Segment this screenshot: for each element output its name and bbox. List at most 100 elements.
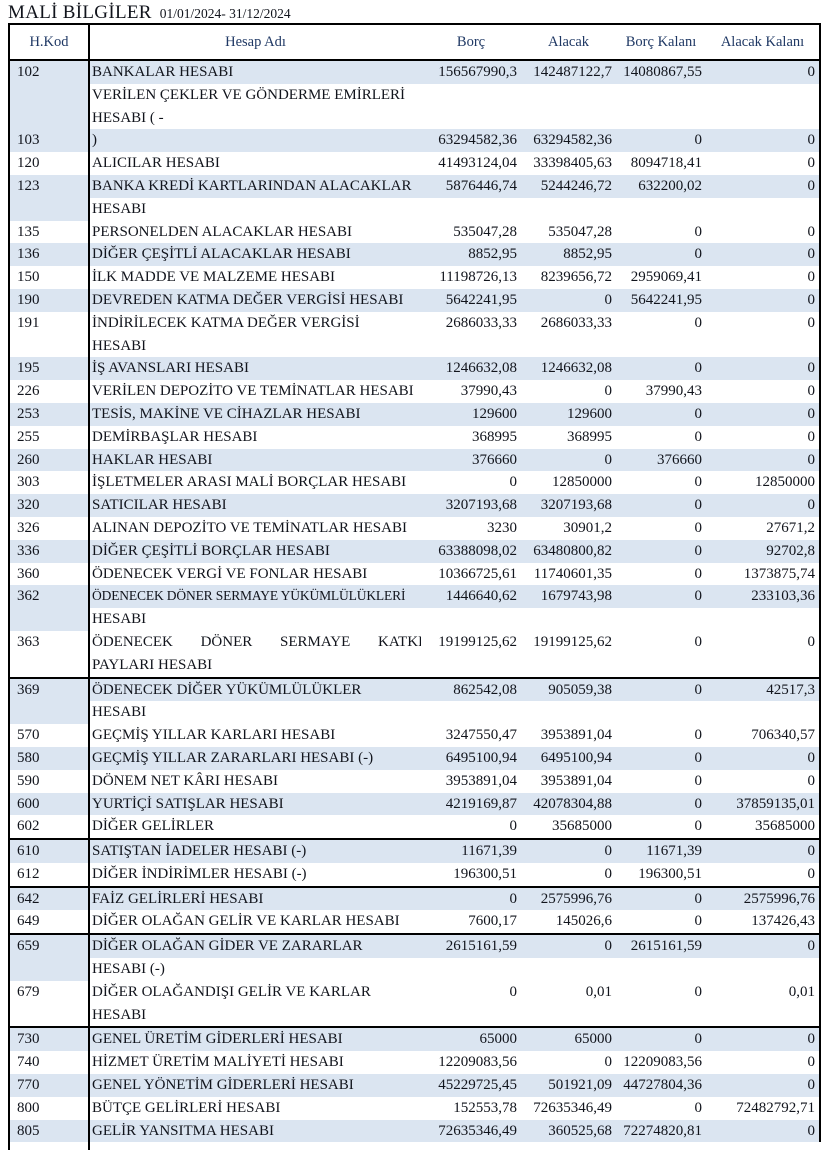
- cell-borc-kalani: 196300,51: [616, 862, 706, 887]
- table-row: 136 DİĞER ÇEŞİTLİ ALACAKLAR HESABI 8852,95…: [8, 243, 821, 267]
- cell-alacak-kalani: [706, 197, 821, 221]
- cell-alacak-kalani: 0: [706, 448, 821, 472]
- table-row: 320 SATICILAR HESABI 3207193,68 3207193,68 0…: [8, 494, 821, 517]
- cell-borc-kalani: 0: [616, 980, 706, 1004]
- cell-alacak-kalani: 1373875,74: [706, 562, 821, 586]
- table-row: 369 ÖDENECEK DİĞER YÜKÜMLÜLÜKLER 862542,08…: [8, 676, 821, 725]
- cell-account-name: HESABI: [89, 197, 421, 221]
- table-row: 360 ÖDENECEK VERGİ VE FONLAR HESABI 103667…: [8, 562, 821, 586]
- account-name-line: PERSONELDEN ALACAKLAR HESABI: [92, 223, 353, 240]
- cell-account-name: DEMİRBAŞLAR HESABI: [89, 425, 421, 449]
- cell-alacak-kalani: 0: [706, 630, 821, 654]
- cell-alacak-kalani: [706, 608, 821, 631]
- table-row: 255 DEMİRBAŞLAR HESABI 368995 368995 0 0: [8, 425, 821, 449]
- cell-alacak-kalani: 0: [706, 60, 821, 84]
- cell-borc-kalani: 11671,39: [616, 838, 706, 863]
- cell-borc-kalani: 12209083,56: [616, 1051, 706, 1075]
- cell-alacak-kalani: [706, 334, 821, 358]
- cell-borc: 5876446,74: [421, 174, 521, 198]
- cell-alacak: 72635346,49: [521, 1096, 616, 1120]
- cell-alacak-kalani: 37859135,01: [706, 792, 821, 816]
- account-name-line: HESABI: [92, 704, 147, 721]
- account-name-line: SATIŞTAN İADELER HESABI (-): [92, 843, 307, 860]
- cell-alacak: 42078304,88: [521, 792, 616, 816]
- cell-account-code: 580: [8, 746, 90, 770]
- account-name-line: YURTİÇİ SATIŞLAR HESABI: [92, 795, 284, 812]
- cell-borc: 10366725,61: [421, 562, 521, 586]
- account-name-line: DEMİRBAŞLAR HESABI: [92, 428, 258, 445]
- cell-account-name: DEVREDEN KATMA DEĞER VERGİSİ HESABI: [89, 288, 421, 312]
- cell-alacak-kalani: 0: [706, 220, 821, 244]
- cell-account-code: 800: [8, 1096, 90, 1120]
- cell-borc: 2686033,33: [421, 311, 521, 335]
- account-name-line: İNDİRİLECEK KATMA DEĞER VERGİSİ: [92, 314, 360, 331]
- cell-account-code: 190: [8, 288, 90, 312]
- financial-table: H.Kod Hesap Adı Borç Alacak Borç Kalanı …: [8, 23, 821, 1150]
- cell-alacak: 368995: [521, 425, 616, 449]
- table-row: 649 DİĞER OLAĞAN GELİR VE KARLAR HESABI 76…: [8, 910, 821, 935]
- table-row: 362 ÖDENECEK DÖNER SERMAYE YÜKÜMLÜLÜKLERİ…: [8, 585, 821, 631]
- account-name-line: DİĞER İNDİRİMLER HESABI (-): [92, 865, 307, 882]
- cell-account-name: TESİS, MAKİNE VE CİHAZLAR HESABI: [89, 402, 421, 426]
- cell-account-name: VERİLEN ÇEKLER VE GÖNDERME EMİRLERİ: [89, 83, 421, 107]
- cell-borc-kalani: 0: [616, 585, 706, 609]
- cell-account-name: DİĞER OLAĞAN GİDER VE ZARARLAR: [89, 933, 421, 959]
- cell-borc: 72635346,49: [421, 1119, 521, 1143]
- column-header-alacak: Alacak: [521, 23, 616, 61]
- account-name-line: İŞLETMELER ARASI MALİ BORÇLAR HESABI: [92, 474, 407, 491]
- cell-alacak-kalani: 0: [706, 862, 821, 887]
- cell-alacak-kalani: 0: [706, 402, 821, 426]
- table-row: 103 VERİLEN ÇEKLER VE GÖNDERME EMİRLERİ: [8, 83, 821, 153]
- cell-borc: 152553,78: [421, 1096, 521, 1120]
- cell-borc: 7600,17: [421, 910, 521, 935]
- cell-borc-kalani: 0: [616, 815, 706, 840]
- cell-alacak: 1246632,08: [521, 357, 616, 381]
- cell-alacak-kalani: 0: [706, 838, 821, 863]
- cell-alacak-kalani: 0: [706, 266, 821, 289]
- cell-borc-kalani: 0: [616, 220, 706, 244]
- account-name-line: ÖDENECEK VERGİ VE FONLAR HESABI: [92, 565, 368, 582]
- cell-alacak: [521, 83, 616, 107]
- cell-alacak: 142487122,7: [521, 60, 616, 84]
- cell-borc-kalani: 0: [616, 676, 706, 702]
- cell-alacak-kalani: 0: [706, 494, 821, 517]
- column-header-alacak-kalani: Alacak Kalanı: [706, 23, 821, 61]
- cell-borc-kalani: [616, 197, 706, 221]
- cell-borc-kalani: 0: [616, 129, 706, 153]
- table-bottom-stub: [8, 1142, 820, 1150]
- table-row: 120 ALICILAR HESABI 41493124,04 33398405,63…: [8, 152, 821, 175]
- table-row: PAYLARI HESABI: [9, 653, 821, 678]
- account-name-line: HESABI: [92, 337, 147, 354]
- table-row: HESABI: [9, 608, 821, 631]
- cell-account-code: 805: [8, 1119, 90, 1143]
- cell-alacak-kalani: [706, 1003, 821, 1028]
- cell-alacak-kalani: 0: [706, 288, 821, 312]
- cell-borc-kalani: 0: [616, 402, 706, 426]
- cell-alacak-kalani: 0: [706, 152, 821, 175]
- cell-borc: 3207193,68: [421, 494, 521, 517]
- cell-borc: [421, 106, 521, 130]
- cell-alacak: 5244246,72: [521, 174, 616, 198]
- table-row: 642 FAİZ GELİRLERİ HESABI 0 2575996,76 0 2575…: [8, 885, 821, 911]
- cell-alacak: [521, 334, 616, 358]
- cell-borc: 0: [421, 815, 521, 840]
- cell-account-name: İŞ AVANSLARI HESABI: [89, 357, 421, 381]
- cell-borc-kalani: 0: [616, 516, 706, 540]
- cell-account-name: PAYLARI HESABI: [89, 653, 421, 678]
- cell-borc: [421, 1003, 521, 1028]
- table-row: 570 GEÇMİŞ YILLAR KARLARI HESABI 3247550,4…: [8, 724, 821, 747]
- cell-account-name: HESABI: [89, 1003, 421, 1028]
- cell-borc: 63388098,02: [421, 539, 521, 563]
- cell-account-code: 255: [8, 425, 90, 449]
- cell-alacak: 0: [521, 1051, 616, 1075]
- cell-borc: 0: [421, 980, 521, 1004]
- cell-borc-kalani: [616, 106, 706, 130]
- cell-account-name: ÖDENECEK DÖNER SERMAYE YÜKÜMLÜLÜKLERİ: [89, 585, 421, 609]
- cell-borc: 6495100,94: [421, 746, 521, 770]
- cell-alacak: 33398405,63: [521, 152, 616, 175]
- cell-alacak: 0,01: [521, 980, 616, 1004]
- cell-account-name: ): [89, 129, 421, 153]
- cell-account-name: İŞLETMELER ARASI MALİ BORÇLAR HESABI: [89, 471, 421, 495]
- cell-borc: 862542,08: [421, 676, 521, 702]
- cell-borc: 3247550,47: [421, 724, 521, 747]
